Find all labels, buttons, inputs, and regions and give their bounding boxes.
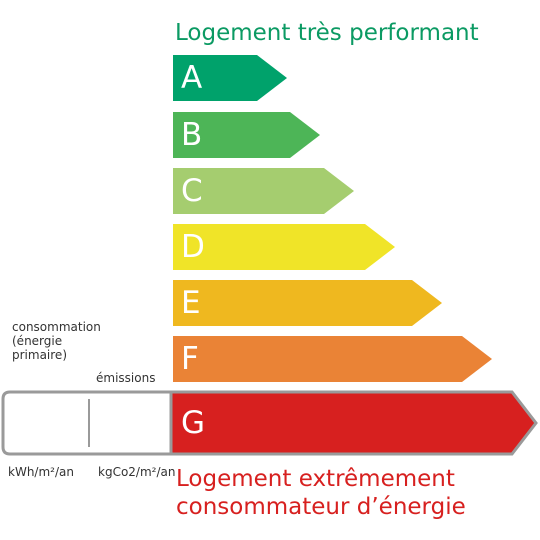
energy-class-b-letter: B: [181, 116, 203, 153]
energy-class-e-bar: E: [173, 280, 442, 326]
energy-class-b-bar: B: [173, 112, 320, 158]
energy-class-d-bar: D: [173, 224, 395, 270]
top-title: Logement très performant: [175, 20, 479, 46]
emissions-unit: kgCo2/m²/an: [98, 465, 176, 479]
energy-class-f-bar: F: [173, 336, 492, 382]
emissions-label: émissions: [96, 371, 156, 385]
consumption-unit: kWh/m²/an: [8, 465, 74, 479]
energy-class-d-letter: D: [181, 228, 205, 265]
energy-class-e-letter: E: [181, 284, 201, 321]
energy-class-g-bar: [1, 390, 538, 456]
energy-class-c-bar: C: [173, 168, 354, 214]
energy-class-a-letter: A: [181, 59, 203, 96]
energy-class-a-bar: A: [173, 55, 287, 101]
consumption-label: consommation (énergie primaire): [12, 320, 101, 362]
bottom-title-line1: Logement extrêmement: [176, 466, 455, 492]
bottom-title: Logement extrêmement consommateur d’éner…: [176, 465, 466, 521]
energy-class-f-letter: F: [181, 340, 199, 377]
bottom-title-line2: consommateur d’énergie: [176, 494, 466, 520]
energy-class-g-letter: G: [181, 404, 206, 441]
energy-class-c-letter: C: [181, 172, 203, 209]
